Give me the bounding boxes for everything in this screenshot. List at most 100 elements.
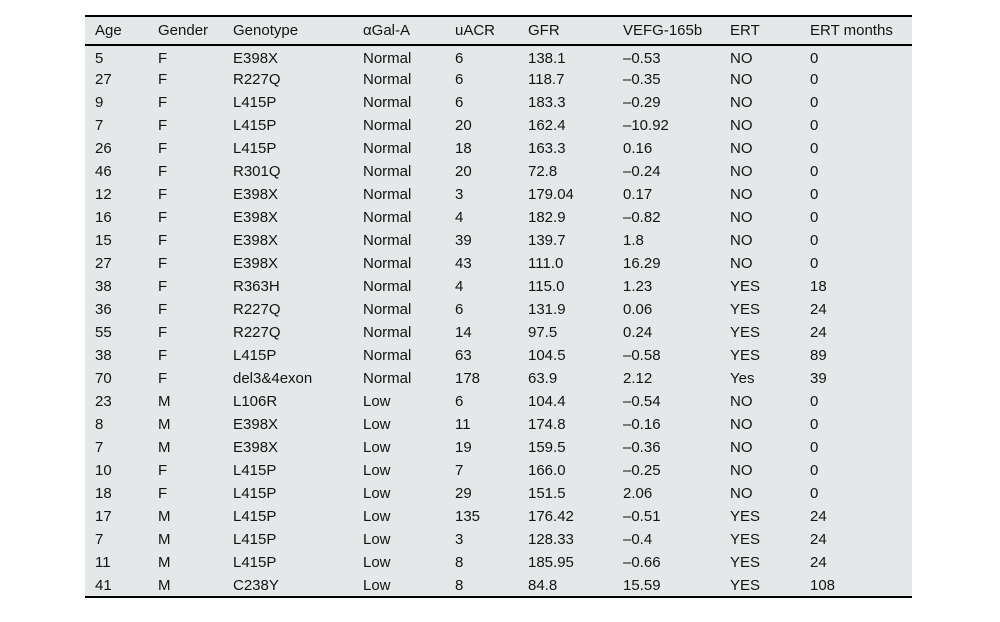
table-cell: –10.92 <box>623 117 669 134</box>
table-cell: 8 <box>95 416 104 433</box>
table-row: 27 F E398X Normal 43 111.0 16.29 NO 0 <box>85 252 912 275</box>
table-cell: 11 <box>455 416 471 433</box>
table-header: Age Gender Genotype αGal-A uACR GFR VEFG-165b E… <box>85 16 912 46</box>
table-cell: 174.8 <box>528 416 566 433</box>
table-cell: 176.42 <box>528 508 574 525</box>
column-header: ERT months <box>800 16 912 46</box>
table-cell: NO <box>730 94 753 111</box>
table-cell: M <box>158 531 171 548</box>
table-cell: Low <box>363 393 391 410</box>
table-cell: 10 <box>95 462 112 479</box>
column-header: VEFG-165b <box>613 16 720 46</box>
table-row: 16 F E398X Normal 4 182.9 –0.82 NO 0 <box>85 206 912 229</box>
table-row: 11 M L415P Low 8 185.95 –0.66 YES 24 <box>85 551 912 574</box>
table-cell: 23 <box>95 393 112 410</box>
table-cell: 163.3 <box>528 140 566 157</box>
table-cell: 24 <box>810 554 827 571</box>
table-cell: 0 <box>810 71 819 88</box>
table-cell: NO <box>730 255 753 272</box>
table-cell: 0 <box>810 163 819 180</box>
table-cell: E398X <box>233 186 279 203</box>
table-cell: 162.4 <box>528 117 566 134</box>
table-row: 7 F L415P Normal 20 162.4 –10.92 NO 0 <box>85 114 912 137</box>
table-cell: Normal <box>363 117 412 134</box>
table-cell: 11 <box>95 554 111 571</box>
table-row: 36 F R227Q Normal 6 131.9 0.06 YES 24 <box>85 298 912 321</box>
table-cell: 18 <box>455 140 472 157</box>
table-cell: 0 <box>810 232 819 249</box>
table-cell: 39 <box>810 370 827 387</box>
table-cell: 29 <box>455 485 472 502</box>
table-cell: M <box>158 508 171 525</box>
table-cell: 8 <box>455 554 464 571</box>
table-cell: 159.5 <box>528 439 566 456</box>
table-cell: Normal <box>363 140 412 157</box>
table-cell: 41 <box>95 576 112 594</box>
table-cell: 0 <box>810 140 819 157</box>
table-cell: 7 <box>95 439 104 456</box>
table-cell: 26 <box>95 140 112 157</box>
column-header: Genotype <box>223 16 353 46</box>
table-cell: –0.16 <box>623 416 661 433</box>
column-header: Gender <box>148 16 223 46</box>
table-header-row: Age Gender Genotype αGal-A uACR GFR VEFG-165b E… <box>85 16 912 46</box>
table-cell: 72.8 <box>528 163 558 180</box>
column-header: Age <box>85 16 148 46</box>
table-row: 7 M E398X Low 19 159.5 –0.36 NO 0 <box>85 436 912 459</box>
table-cell: 19 <box>455 439 472 456</box>
table-cell: 18 <box>95 485 112 502</box>
column-header: GFR <box>518 16 613 46</box>
table-cell: 0 <box>810 439 819 456</box>
table-cell: 63 <box>455 347 472 364</box>
table-cell: F <box>158 255 168 272</box>
table-cell: –0.36 <box>623 439 661 456</box>
table-cell: 6 <box>455 393 464 410</box>
table-cell: 20 <box>455 117 472 134</box>
table-cell: 0.17 <box>623 186 653 203</box>
table-cell: 7 <box>95 531 104 548</box>
table-cell: F <box>158 49 168 67</box>
table-cell: 0 <box>810 94 819 111</box>
table-cell: 0 <box>810 416 819 433</box>
table-cell: 3 <box>455 186 464 203</box>
table-cell: Normal <box>363 49 412 67</box>
table-cell: 3 <box>455 531 464 548</box>
table-cell: F <box>158 370 168 387</box>
table-cell: 131.9 <box>528 301 566 318</box>
table-cell: 182.9 <box>528 209 566 226</box>
patient-table-container: Age Gender Genotype αGal-A uACR GFR VEFG-165b E… <box>85 15 912 598</box>
table-cell: Normal <box>363 71 412 88</box>
table-cell: 128.33 <box>528 531 574 548</box>
table-cell: Low <box>363 485 391 502</box>
table-cell: –0.66 <box>623 554 661 571</box>
table-cell: F <box>158 278 168 295</box>
table-row: 38 F L415P Normal 63 104.5 –0.58 YES 89 <box>85 344 912 367</box>
table-cell: NO <box>730 416 753 433</box>
table-cell: F <box>158 301 168 318</box>
table-cell: F <box>158 462 168 479</box>
table-cell: F <box>158 140 168 157</box>
table-cell: Low <box>363 439 391 456</box>
table-cell: 0 <box>810 255 819 272</box>
table-cell: E398X <box>233 416 279 433</box>
table-row: 10 F L415P Low 7 166.0 –0.25 NO 0 <box>85 459 912 482</box>
table-cell: L415P <box>233 554 277 571</box>
table-cell: L415P <box>233 508 277 525</box>
table-cell: 36 <box>95 301 112 318</box>
table-cell: 24 <box>810 508 827 525</box>
table-cell: Normal <box>363 324 412 341</box>
table-row: 17 M L415P Low 135 176.42 –0.51 YES 24 <box>85 505 912 528</box>
table-row: 15 F E398X Normal 39 139.7 1.8 NO 0 <box>85 229 912 252</box>
table-cell: E398X <box>233 232 279 249</box>
table-cell: 0 <box>810 49 819 67</box>
table-row: 23 M L106R Low 6 104.4 –0.54 NO 0 <box>85 390 912 413</box>
table-cell: 104.5 <box>528 347 566 364</box>
table-cell: 135 <box>455 508 481 525</box>
table-cell: R301Q <box>233 163 281 180</box>
table-cell: YES <box>730 531 761 548</box>
table-cell: Normal <box>363 347 412 364</box>
table-cell: NO <box>730 485 753 502</box>
table-cell: del3&4exon <box>233 370 313 387</box>
table-cell: –0.82 <box>623 209 661 226</box>
table-cell: YES <box>730 508 761 525</box>
